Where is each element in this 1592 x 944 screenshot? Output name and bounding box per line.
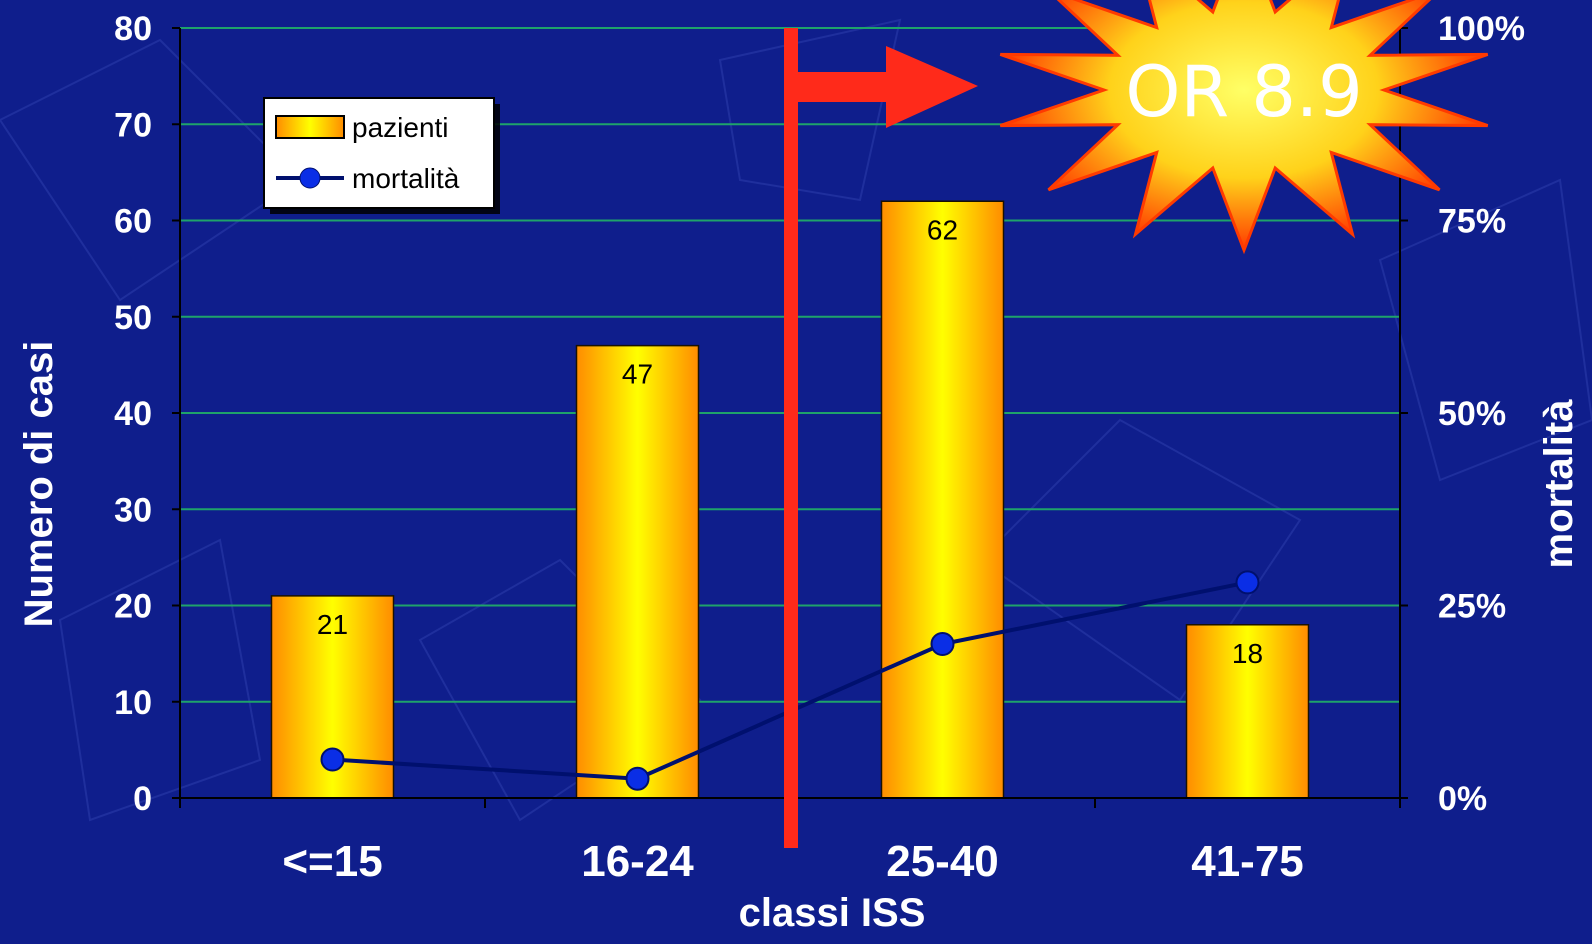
bar-data-label: 18	[1232, 638, 1263, 669]
mortality-point	[930, 632, 955, 656]
legend-label-mortalita: mortalità	[352, 163, 460, 194]
bar-data-label: 62	[927, 214, 958, 245]
x-axis-title: classi ISS	[739, 891, 926, 935]
bar	[1185, 624, 1310, 799]
starburst-shape	[999, 0, 1489, 255]
mortality-point	[1235, 570, 1260, 595]
right-axis-ticks: 0% 25% 50% 75% 100%	[1438, 10, 1525, 818]
y2-axis-title: mortalità	[1537, 399, 1581, 569]
y-tick-label: 0	[133, 780, 152, 818]
y-tick-label: 20	[114, 588, 152, 626]
y2-tick-label: 50%	[1438, 395, 1506, 433]
background-pattern	[0, 18, 1592, 822]
x-tick-label: <=15	[282, 837, 382, 886]
y2-tick-label: 25%	[1438, 588, 1506, 626]
legend-label-pazienti: pazienti	[352, 112, 449, 143]
bar-series-pazienti: 21 47 62 18	[270, 200, 1310, 799]
bar	[575, 344, 700, 799]
left-axis-ticks: 0 10 20 30 40 50 60 70 80	[114, 10, 152, 818]
y2-tick-label: 100%	[1438, 10, 1525, 48]
arrow-right-icon	[790, 46, 978, 128]
y-tick-label: 40	[114, 395, 152, 433]
x-tick-label: 16-24	[581, 837, 694, 886]
y2-tick-label: 0%	[1438, 780, 1487, 818]
divider-arrow	[784, 28, 978, 848]
x-tick-label: 41-75	[1191, 837, 1304, 886]
or-burst: OR 8.9	[999, 0, 1489, 255]
bar-data-label: 21	[317, 609, 348, 640]
mortality-point	[625, 766, 650, 791]
x-tick-label: 25-40	[886, 837, 999, 886]
category-labels: <=15 16-24 25-40 41-75	[282, 837, 1303, 886]
bar	[880, 200, 1005, 799]
divider-line	[784, 28, 798, 848]
legend: pazienti mortalità	[263, 97, 500, 214]
legend-swatch-marker	[299, 167, 321, 189]
burst-label: OR 8.9	[1125, 51, 1362, 133]
y2-tick-label: 75%	[1438, 203, 1506, 241]
y-tick-label: 70	[114, 106, 152, 144]
mortality-point	[320, 747, 345, 772]
y-tick-label: 50	[114, 299, 152, 337]
bar-data-label: 47	[622, 359, 653, 390]
y-tick-label: 60	[114, 203, 152, 241]
y-tick-label: 10	[114, 684, 152, 722]
y-tick-label: 80	[114, 10, 152, 48]
legend-swatch-pazienti	[275, 115, 345, 139]
y-tick-label: 30	[114, 491, 152, 529]
y-axis-title: Numero di casi	[17, 341, 61, 628]
